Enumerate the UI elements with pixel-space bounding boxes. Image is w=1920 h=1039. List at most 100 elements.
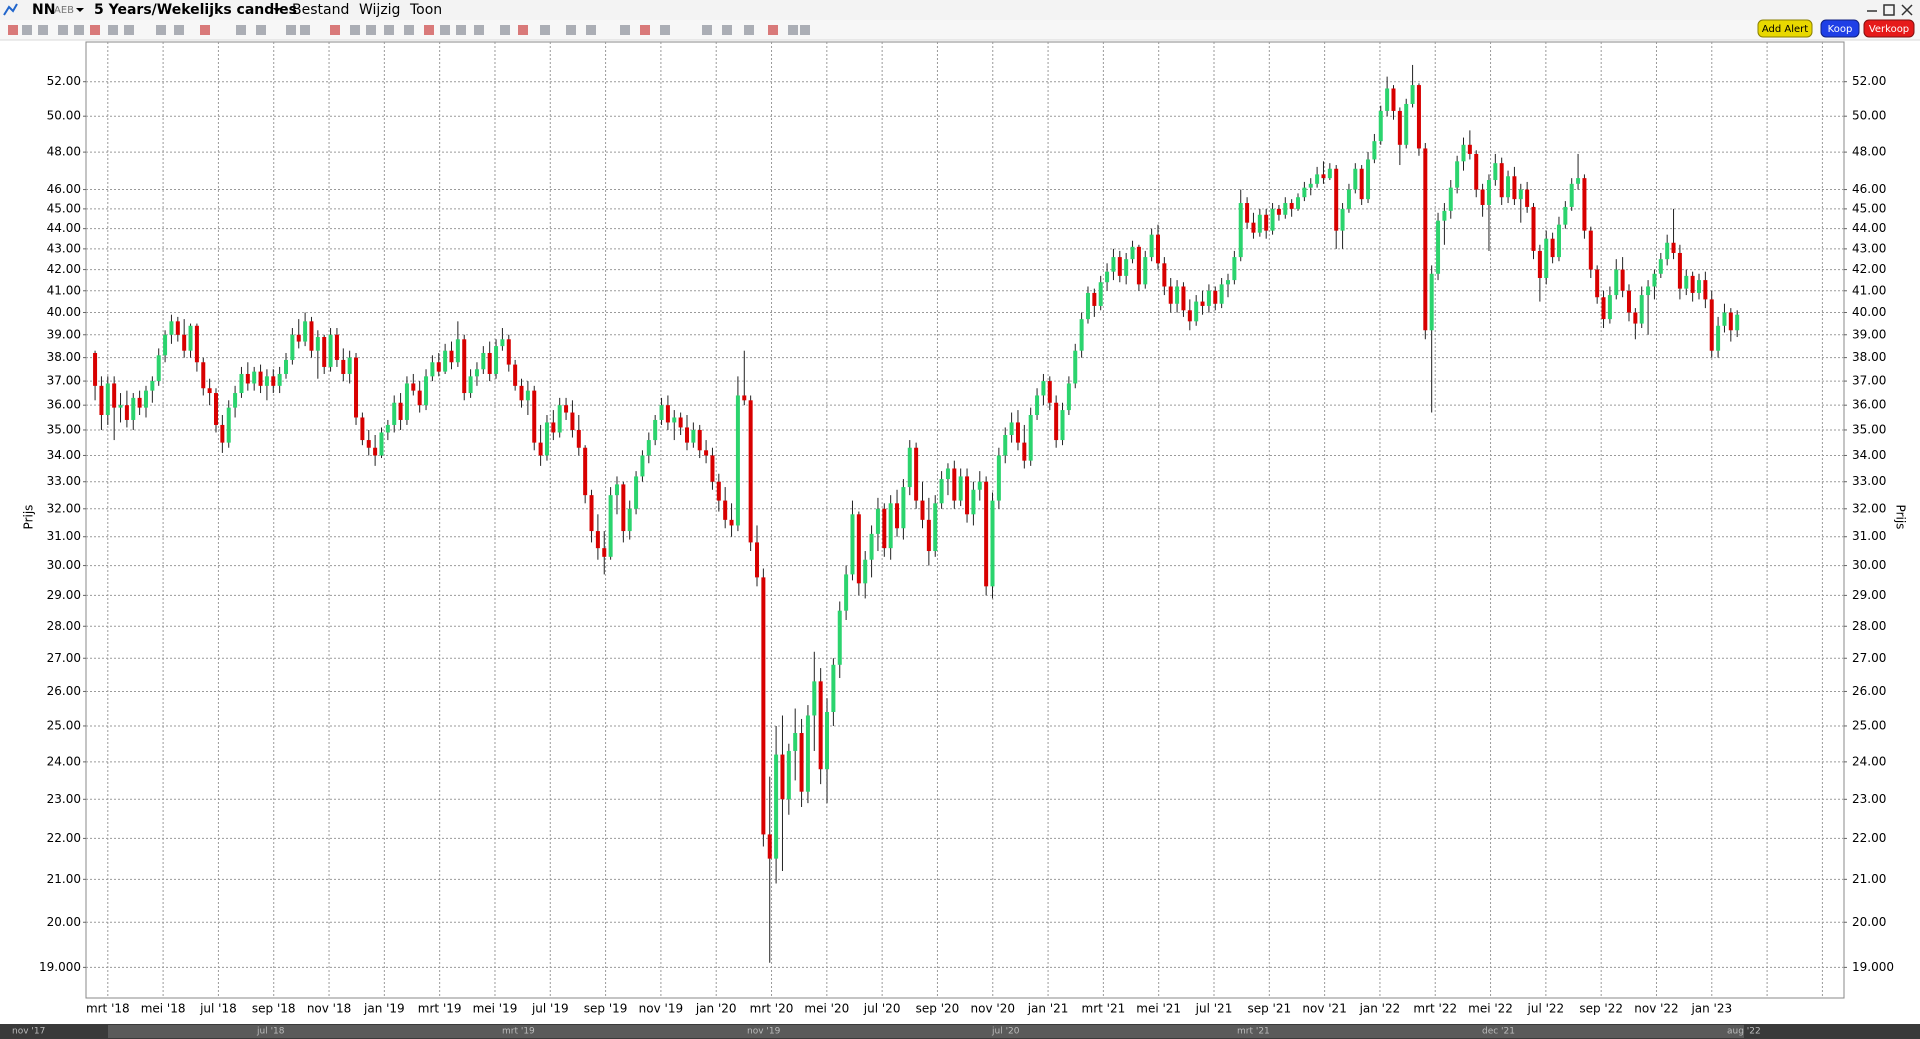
toolbar-icon[interactable] [440, 25, 450, 35]
toolbar-icon[interactable] [236, 25, 246, 35]
candle-body [1455, 161, 1460, 188]
toolbar-icon[interactable] [256, 25, 266, 35]
y-tick-label: 27.00 [47, 651, 81, 665]
candle-body [952, 468, 957, 501]
toolbar-icon[interactable] [350, 25, 360, 35]
toolbar-icon[interactable] [156, 25, 166, 35]
candle-body [729, 519, 734, 526]
toolbar-icon[interactable] [38, 25, 48, 35]
candle-body [1569, 183, 1574, 207]
candle-body [143, 390, 148, 408]
add-alert-label[interactable]: Add Alert [1762, 24, 1808, 35]
toolbar-icon[interactable] [124, 25, 134, 35]
toolbar-icon[interactable] [744, 25, 754, 35]
menu-item[interactable]: Bestand [292, 2, 349, 18]
toolbar-icon[interactable] [640, 25, 650, 35]
candle-body [1665, 242, 1670, 260]
candle-body [1015, 422, 1020, 443]
y-tick-label: 30.00 [47, 558, 81, 572]
symbol[interactable]: NN [32, 2, 55, 18]
toolbar-icon[interactable] [500, 25, 510, 35]
toolbar-icon[interactable] [286, 25, 296, 35]
toolbar-icon[interactable] [58, 25, 68, 35]
toolbar-icon[interactable] [8, 25, 18, 35]
toolbar-icon[interactable] [174, 25, 184, 35]
candle-body [1537, 250, 1542, 278]
candle-body [1633, 312, 1638, 324]
dropdown-arrow[interactable] [76, 8, 84, 12]
buy-button[interactable] [1820, 19, 1860, 38]
x-tick-label: jan '19 [363, 1002, 405, 1016]
menu-item[interactable]: Wijzig [359, 2, 400, 18]
candle-body [1219, 284, 1224, 304]
candle-body [1404, 103, 1409, 145]
candle-body [1257, 214, 1262, 233]
candle-body [1187, 310, 1192, 322]
x-tick-label: mei '20 [804, 1002, 849, 1016]
toolbar-icon[interactable] [620, 25, 630, 35]
navigator-thumb[interactable] [108, 1025, 1744, 1038]
toolbar-icon[interactable] [540, 25, 550, 35]
toolbar-icon[interactable] [788, 25, 798, 35]
candle-body [532, 390, 537, 443]
candle-body [1022, 442, 1027, 461]
sell-label[interactable]: Verkoop [1869, 24, 1909, 35]
toolbar-icon[interactable] [384, 25, 394, 35]
buy-label[interactable]: Koop [1828, 24, 1853, 35]
toolbar-icon[interactable] [768, 25, 778, 35]
toolbar-icon[interactable] [108, 25, 118, 35]
candle-body [443, 350, 448, 372]
candle-body [805, 715, 810, 792]
candle-body [1181, 286, 1186, 311]
toolbar-icon[interactable] [566, 25, 576, 35]
toolbar-icon[interactable] [90, 25, 100, 35]
toolbar-icon[interactable] [366, 25, 376, 35]
add-alert-button[interactable] [1757, 19, 1813, 38]
candle-body [1410, 85, 1415, 104]
y-tick-label: 39.00 [1852, 327, 1886, 341]
candle-body [214, 393, 219, 425]
sell-button[interactable] [1863, 19, 1915, 38]
toolbar-icon[interactable] [74, 25, 84, 35]
toolbar-icon[interactable] [702, 25, 712, 35]
y-tick-label: 22.00 [1852, 831, 1886, 845]
y-tick-label: 52.00 [1852, 74, 1886, 88]
toolbar-icon[interactable] [660, 25, 670, 35]
x-tick-label: mrt '19 [418, 1002, 462, 1016]
candle-body [194, 325, 199, 363]
candles [93, 64, 1740, 963]
x-tick-label: mrt '21 [1082, 1002, 1126, 1016]
maximize[interactable] [1883, 4, 1895, 16]
toolbar-icon[interactable] [22, 25, 32, 35]
toolbar-icon[interactable] [474, 25, 484, 35]
toolbar-icon[interactable] [586, 25, 596, 35]
toolbar-icon[interactable] [330, 25, 340, 35]
toolbar-icon[interactable] [518, 25, 528, 35]
y-tick-label: 31.00 [47, 529, 81, 543]
toolbar-icon[interactable] [456, 25, 466, 35]
menu-item[interactable]: Toon [409, 2, 442, 18]
period[interactable]: 5 Years/Wekelijks candles [94, 2, 297, 18]
toolbar-icon[interactable] [300, 25, 310, 35]
y-tick-label: 21.00 [1852, 872, 1886, 886]
toolbar-icon[interactable] [404, 25, 414, 35]
candle-body [1117, 257, 1122, 276]
toolbar-icon[interactable] [722, 25, 732, 35]
candle-body [888, 503, 893, 549]
candle-body [1677, 252, 1682, 289]
toolbar-icon[interactable] [800, 25, 810, 35]
candle-body [404, 383, 409, 420]
x-tick-label: nov '22 [1634, 1002, 1678, 1016]
toolbar-icon[interactable] [200, 25, 210, 35]
candle-body [1709, 299, 1714, 351]
candle-body [646, 440, 651, 456]
toolbar-icon[interactable] [424, 25, 434, 35]
dropdown-arrow[interactable] [273, 8, 281, 12]
y-tick-label: 36.00 [1852, 398, 1886, 412]
candle-body [1563, 206, 1568, 225]
candle-body [1232, 257, 1237, 281]
x-tick-label: sep '19 [584, 1002, 628, 1016]
candle-body [309, 321, 314, 351]
y-tick-label: 33.00 [47, 474, 81, 488]
close[interactable] [1901, 4, 1913, 16]
